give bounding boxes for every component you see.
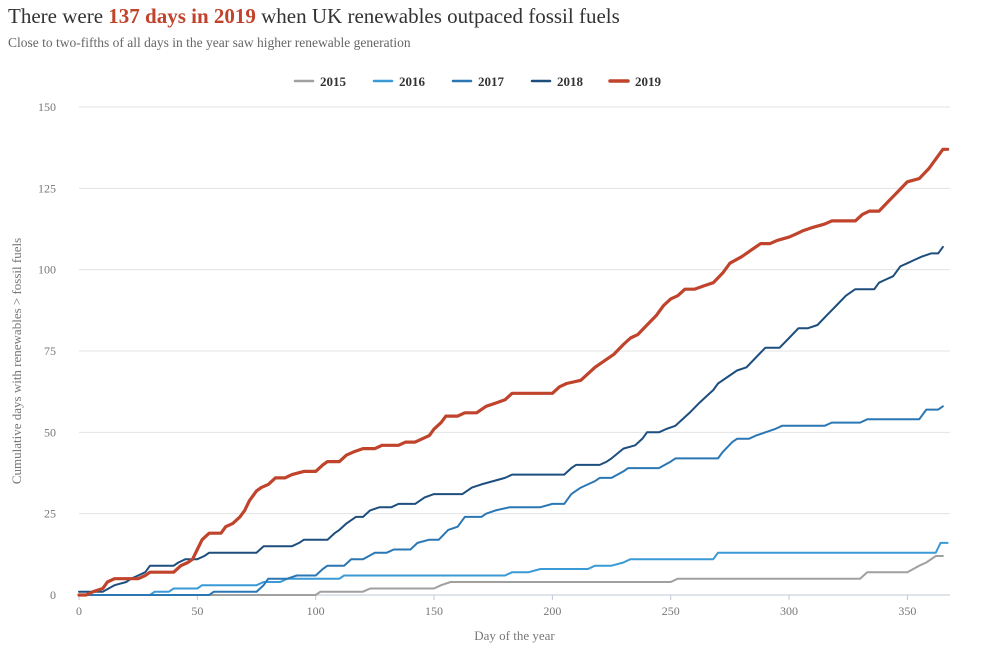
- series-line-2016: [78, 541, 949, 596]
- legend-label-2017: 2017: [478, 74, 505, 89]
- chart-subtitle: Close to two-fifths of all days in the y…: [8, 35, 411, 50]
- x-tick-label: 100: [307, 604, 325, 618]
- x-tick-label: 0: [76, 604, 82, 618]
- x-tick-label: 150: [425, 604, 443, 618]
- axes: 0 25 50 75 100 125 150 0 50 100 150 200 250 300 350: [38, 100, 950, 618]
- x-tick-label: 200: [543, 604, 561, 618]
- legend-label-2015: 2015: [320, 74, 347, 89]
- x-tick-label: 250: [662, 604, 680, 618]
- series-line-2018: [78, 245, 944, 593]
- legend: 2015 2016 2017 2018 2019: [293, 74, 662, 89]
- y-tick-label: 150: [38, 100, 56, 114]
- title-highlight: 137 days in 2019: [108, 4, 256, 28]
- gridlines: [79, 106, 950, 515]
- y-tick-label: 50: [44, 425, 56, 439]
- y-tick-label: 100: [38, 263, 56, 277]
- x-tick-label: 300: [780, 604, 798, 618]
- y-tick-label: 0: [50, 588, 56, 602]
- y-tick-label: 125: [38, 181, 56, 195]
- title-suffix: when UK renewables outpaced fossil fuels: [255, 4, 620, 28]
- series-lines: [77, 147, 950, 597]
- x-axis-label: Day of the year: [474, 628, 555, 643]
- y-tick-label: 25: [44, 507, 56, 521]
- chart-title: There were 137 days in 2019 when UK rene…: [8, 4, 620, 29]
- legend-label-2018: 2018: [557, 74, 584, 89]
- y-tick-label: 75: [44, 344, 56, 358]
- x-tick-label: 350: [898, 604, 916, 618]
- series-line-2017: [78, 405, 944, 596]
- x-tick-label: 50: [191, 604, 203, 618]
- legend-label-2019: 2019: [635, 74, 662, 89]
- series-line-2015: [78, 555, 944, 596]
- y-axis-label: Cumulative days with renewables > fossil…: [9, 238, 24, 484]
- series-line-2019: [77, 147, 950, 597]
- legend-label-2016: 2016: [399, 74, 426, 89]
- title-prefix: There were: [8, 4, 109, 28]
